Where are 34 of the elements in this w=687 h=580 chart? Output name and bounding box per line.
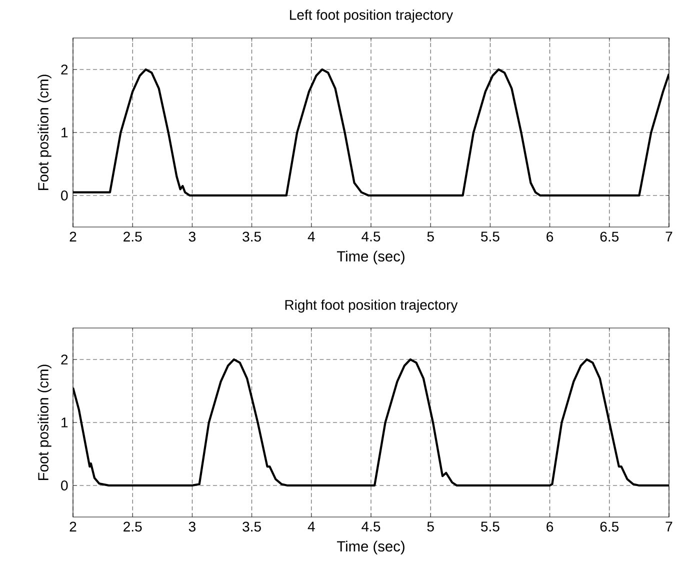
x-tick-label: 4 [308, 232, 315, 242]
x-axis-title: Time (sec) [336, 250, 404, 264]
x-tick-label: 6.5 [600, 522, 619, 532]
x-tick-label: 6 [546, 232, 554, 242]
y-tick-label: 0 [61, 480, 68, 490]
x-tick-label: 5.5 [481, 232, 500, 242]
x-tick-label: 5 [427, 232, 434, 242]
y-axis-title: Foot position (cm) [38, 364, 52, 480]
x-tick-label: 7 [666, 522, 672, 532]
x-tick-label: 7 [666, 232, 672, 242]
y-tick-label: 0 [61, 190, 68, 200]
x-tick-label: 4.5 [362, 232, 380, 242]
x-tick-label: 3.5 [242, 522, 261, 532]
chart-title: Right foot position trajectory [285, 300, 458, 313]
x-tick-label: 6.5 [600, 232, 619, 242]
x-tick-label: 4 [308, 522, 315, 532]
x-tick-label: 2.5 [124, 522, 142, 532]
x-tick-label: 2 [70, 522, 76, 532]
x-tick-label: 6 [546, 522, 554, 532]
x-tick-label: 2 [70, 232, 76, 242]
x-tick-label: 3 [188, 232, 196, 242]
x-tick-label: 5.5 [481, 522, 500, 532]
x-axis-title: Time (sec) [336, 540, 404, 554]
chart-title: Left foot position trajectory [290, 10, 454, 23]
y-axis-title: Foot position (cm) [38, 74, 52, 190]
y-tick-label: 1 [62, 128, 68, 138]
x-tick-label: 3.5 [242, 232, 261, 242]
x-tick-label: 3 [188, 522, 196, 532]
y-tick-label: 2 [61, 354, 68, 364]
x-tick-label: 5 [427, 522, 434, 532]
y-tick-label: 1 [62, 418, 68, 428]
x-tick-label: 4.5 [362, 522, 380, 532]
x-tick-label: 2.5 [124, 232, 142, 242]
y-tick-label: 2 [61, 64, 68, 74]
